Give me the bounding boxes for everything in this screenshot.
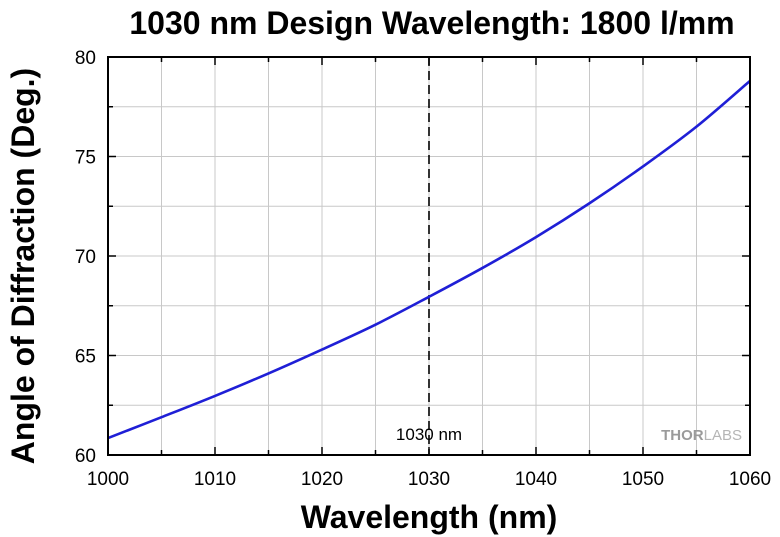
x-tick-label-1010: 1010	[194, 469, 236, 490]
annotation-label-1030nm: 1030 nm	[396, 425, 462, 444]
series-line-0	[107, 79, 751, 440]
chart-title: 1030 nm Design Wavelength: 1800 l/mm	[129, 5, 734, 41]
y-tick-label-80: 80	[75, 48, 96, 69]
logo-thor: THOR	[661, 427, 704, 444]
thorlabs-logo: THORLABS	[661, 427, 742, 444]
y-tick-label-60: 60	[75, 446, 96, 467]
y-tick-label-75: 75	[75, 148, 96, 169]
series-layer	[107, 79, 751, 440]
x-tick-labels: 1000 1010 1020 1030 1040 1050 1060	[87, 469, 771, 490]
y-tick-labels: 60 65 70 75 80	[75, 48, 96, 467]
x-tick-label-1050: 1050	[622, 469, 664, 490]
x-tick-label-1020: 1020	[301, 469, 343, 490]
x-tick-label-1000: 1000	[87, 469, 129, 490]
svg-text:THORLABS: THORLABS	[661, 427, 742, 444]
x-tick-label-1040: 1040	[515, 469, 557, 490]
logo-labs: LABS	[704, 427, 742, 444]
y-tick-label-65: 65	[75, 347, 96, 368]
y-tick-label-70: 70	[75, 247, 96, 268]
y-axis-label: Angle of Diffraction (Deg.)	[5, 68, 41, 464]
x-tick-label-1030: 1030	[408, 469, 450, 490]
axis-ticks	[107, 56, 751, 456]
x-tick-label-1060: 1060	[729, 469, 771, 490]
x-axis-label: Wavelength (nm)	[301, 499, 558, 535]
